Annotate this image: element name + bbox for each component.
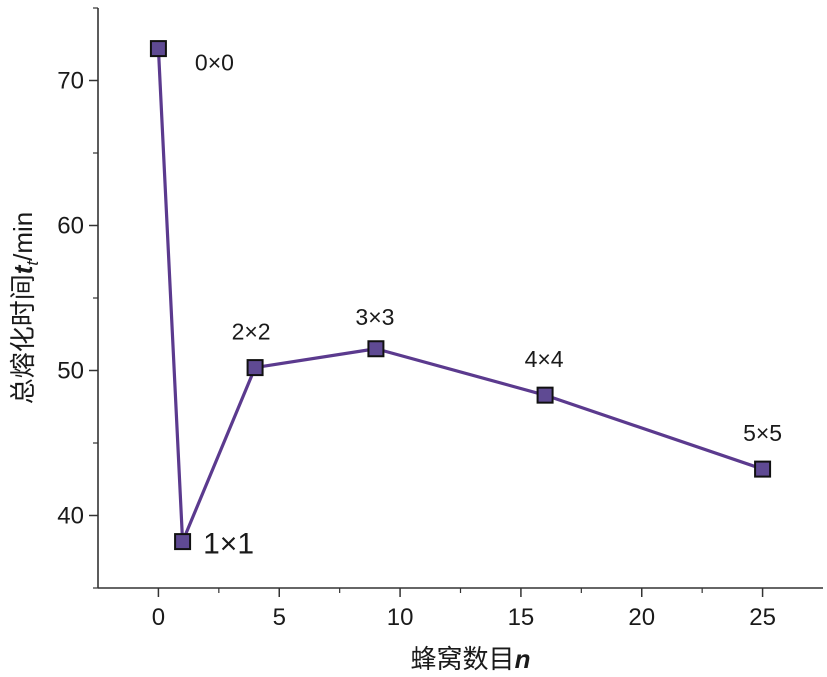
series-line [156, 48, 764, 544]
x-axis: 0 5 10 15 20 25 [152, 588, 776, 631]
point-label-group: 0×0 1×1 2×2 3×3 4×4 5×5 [195, 50, 782, 561]
x-tick-label: 10 [387, 604, 414, 631]
y-tick-label: 50 [57, 358, 84, 385]
y-tick-label: 40 [57, 503, 84, 530]
x-tick-label: 20 [628, 604, 655, 631]
data-point [536, 386, 554, 404]
x-tick-label: 15 [508, 604, 535, 631]
data-label: 3×3 [355, 304, 394, 330]
data-point [149, 40, 167, 58]
x-tick-label: 5 [273, 604, 286, 631]
data-point [246, 359, 264, 377]
data-point [754, 460, 772, 478]
data-label: 2×2 [232, 319, 271, 345]
y-axis: 40 50 60 70 [57, 7, 98, 589]
y-axis-title: 总熔化时间tt/min [8, 212, 42, 405]
data-label: 1×1 [203, 528, 254, 561]
data-label: 0×0 [195, 50, 234, 76]
x-tick-label: 0 [152, 604, 165, 631]
y-tick-label: 60 [57, 213, 84, 240]
plot-frame [97, 8, 823, 589]
data-point [367, 340, 385, 358]
x-tick-label: 25 [749, 604, 776, 631]
y-tick-label: 70 [57, 68, 84, 95]
x-axis-title: 蜂窝数目n [411, 644, 531, 674]
series-group [149, 40, 772, 551]
data-label: 5×5 [743, 420, 782, 446]
data-label: 4×4 [525, 346, 564, 372]
data-point [174, 533, 192, 551]
